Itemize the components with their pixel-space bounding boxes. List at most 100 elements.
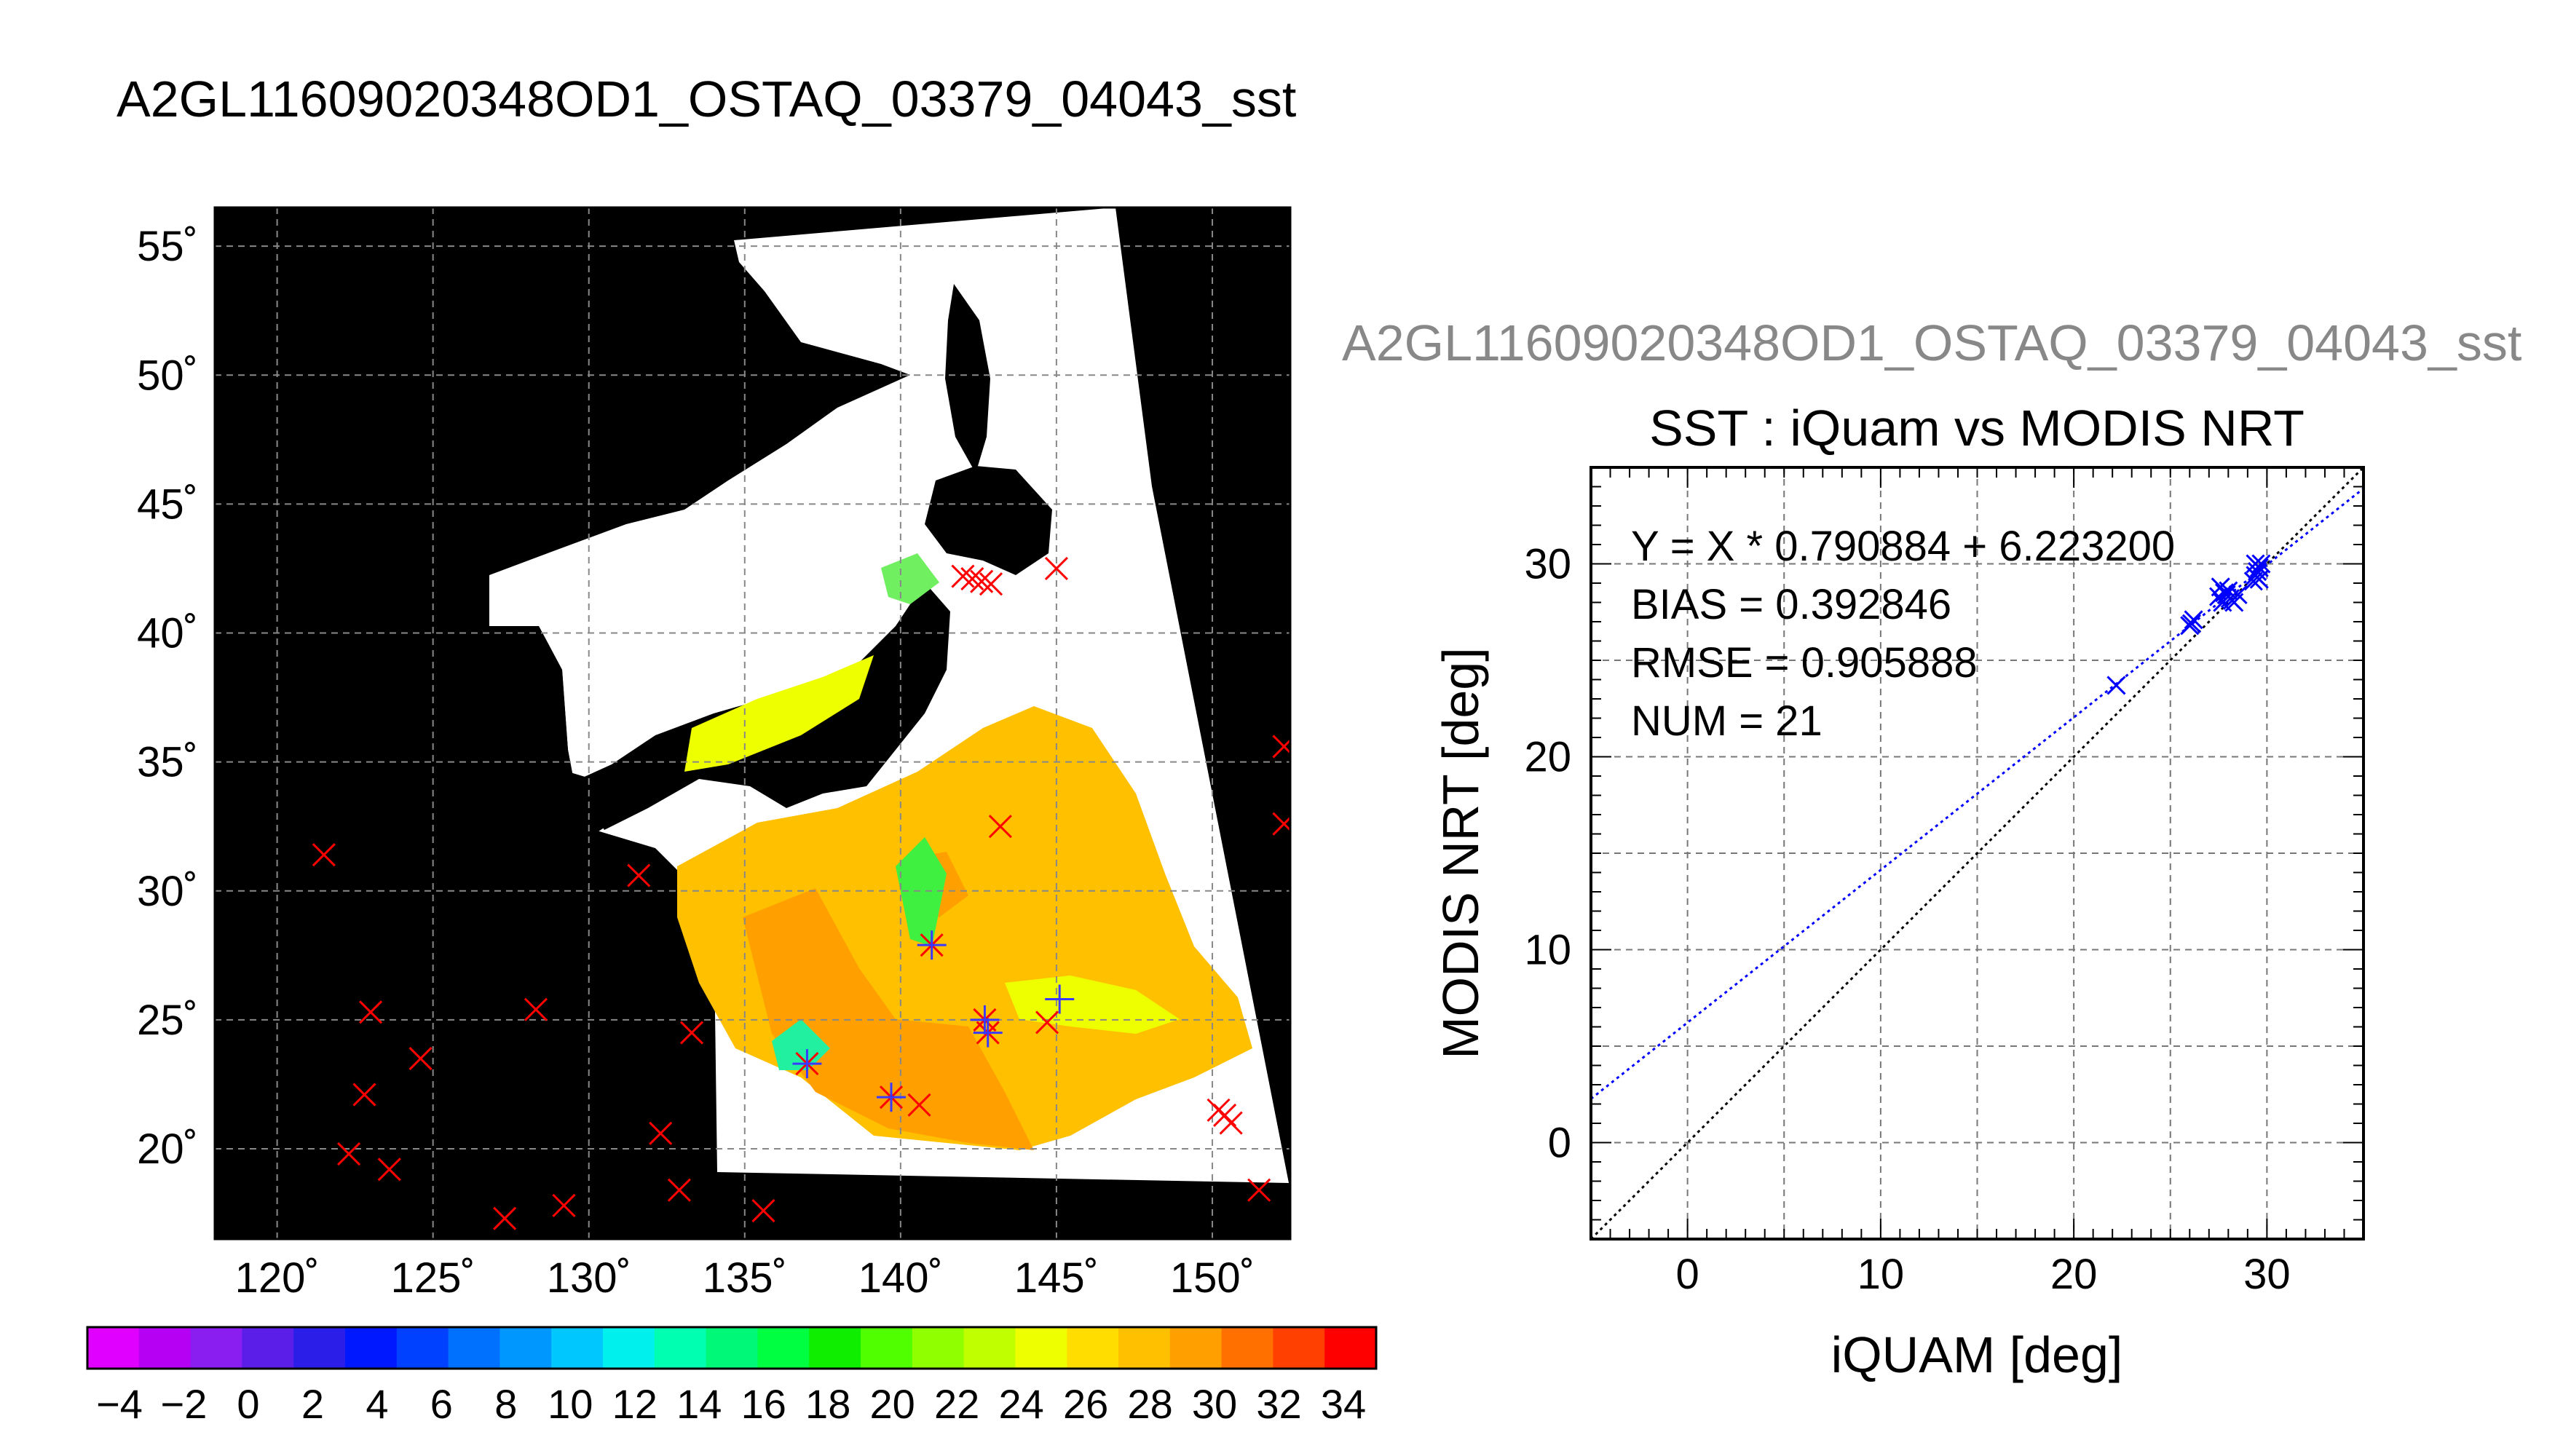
latitude-tick-label: 45˚ [137,480,198,528]
map-modis-marker [917,930,947,960]
longitude-tick-label: 135˚ [703,1254,787,1302]
map-modis-marker [973,1018,1003,1048]
land-hokkaido [925,466,1052,575]
map-matchup-marker [1044,556,1068,581]
longitude-tick-label: 125˚ [391,1254,475,1302]
colorbar-tick-labels: −4 −2 0 2 4 6 8 10 12 14 16 18 20 22 24 26 28 30 32 34 [96,1381,1366,1427]
scatter-y-tick-label: 10 [1524,927,1571,974]
map-matchup-marker [988,815,1012,839]
colorbar-cell [963,1327,1016,1369]
colorbar-tick-label: 16 [741,1381,786,1427]
scatter-point [2219,581,2238,601]
sst-region-green [896,837,947,946]
map-matchup-marker [1247,1178,1271,1202]
map-grid [215,207,1290,1239]
land-mainland-coast [489,626,583,830]
map-matchup-marker [493,1206,517,1230]
colorbar-cells [87,1327,1377,1369]
scatter-point [2246,554,2265,574]
map-matchup-marker [337,1142,361,1166]
colorbar-tick-label: 10 [548,1381,593,1427]
map-matchup-marker [951,564,975,588]
map-matchup-marker [1035,1010,1059,1034]
longitude-tick-label: 145˚ [1014,1254,1099,1302]
colorbar-tick-label: 0 [237,1381,259,1427]
colorbar-cell [396,1327,449,1369]
map-matchup-marker [751,1198,775,1223]
colorbar-cell [706,1327,758,1369]
map-latitude-labels: 55˚ 50˚ 45˚ 40˚ 35˚ 30˚ 25˚ 20˚ [137,223,198,1173]
longitude-tick-label: 140˚ [858,1254,943,1302]
colorbar-cell [242,1327,294,1369]
colorbar-cell [87,1327,140,1369]
colorbar-frame [86,1326,1378,1370]
colorbar-tick-label: 6 [430,1381,453,1427]
map-matchup-marker [907,1093,931,1117]
sst-map: 55˚ 50˚ 45˚ 40˚ 35˚ 30˚ 25˚ 20˚ 120˚ 125˚ 130˚ 135… [137,206,1292,1302]
scatter-point [2243,571,2263,591]
map-matchup-marker [552,1193,576,1218]
map-matchup-marker [1272,812,1290,836]
map-matchup-marker [524,997,548,1021]
colorbar-cell [1015,1327,1067,1369]
scatter-x-tick-labels: 0 10 20 30 [1675,1251,2290,1298]
stats-rmse: RMSE = 0.905888 [1631,639,1978,687]
colorbar-tick-label: 22 [934,1381,979,1427]
colorbar-cell [293,1327,346,1369]
scatter-point [2249,569,2269,589]
colorbar-cell [448,1327,500,1369]
sst-region-green-north [881,553,939,604]
sst-colorbar: −4 −2 0 2 4 6 8 10 12 14 16 18 20 22 24 26 28 30 32 34 [86,1326,1378,1427]
figure-title: A2GL11609020348OD1_OSTAQ_03379_04043_sst [117,71,1296,127]
scatter-point [2216,585,2236,604]
colorbar-tick-label: 32 [1256,1381,1301,1427]
longitude-tick-label: 120˚ [235,1254,320,1302]
scatter-point [2106,676,2126,695]
stats-num: NUM = 21 [1631,697,1823,745]
colorbar-cell [603,1327,655,1369]
map-matchup-marker [679,1021,704,1045]
map-matchup-marker [960,567,984,591]
identity-line [1591,467,2364,1239]
colorbar-cell [551,1327,604,1369]
colorbar-tick-label: 34 [1321,1381,1366,1427]
map-matchup-marker [1219,1111,1243,1135]
colorbar-cell [861,1327,913,1369]
scatter-minor-ticks [1590,467,2364,1240]
colorbar-tick-label: 30 [1192,1381,1237,1427]
map-matchup-marker [627,863,651,887]
colorbar-cell [809,1327,861,1369]
scatter-super-title: A2GL11609020348OD1_OSTAQ_03379_04043_sst [1342,314,2522,371]
map-matchup-marker [667,1178,691,1202]
colorbar-cell [190,1327,242,1369]
longitude-tick-label: 130˚ [547,1254,631,1302]
colorbar-tick-label: 8 [494,1381,517,1427]
latitude-tick-label: 35˚ [137,739,198,786]
colorbar-cell [654,1327,707,1369]
map-matchup-markers [312,556,1290,1230]
scatter-title: SST : iQuam vs MODIS NRT [1649,400,2305,456]
map-matchup-marker [377,1158,401,1182]
scatter-point [2181,614,2201,633]
map-matchup-marker [408,1046,433,1071]
map-matchup-marker [970,569,994,593]
latitude-tick-label: 20˚ [137,1125,198,1173]
scatter-points [2106,554,2271,695]
map-modis-markers [792,930,1075,1112]
latitude-tick-label: 55˚ [137,223,198,270]
scatter-point [2248,562,2267,582]
scatter-point [2184,610,2203,630]
colorbar-tick-label: 14 [676,1381,722,1427]
colorbar-cell [138,1327,191,1369]
map-matchup-marker [1272,735,1290,759]
map-matchup-marker [358,1000,383,1024]
colorbar-cell [912,1327,965,1369]
colorbar-cell [1221,1327,1273,1369]
colorbar-cell [1067,1327,1119,1369]
sst-region-cyan [772,1019,830,1070]
sst-region-hot [743,888,1034,1150]
colorbar-tick-label: 12 [612,1381,657,1427]
scatter-x-tick-label: 20 [2050,1251,2098,1298]
scatter-x-tick-label: 10 [1857,1251,1905,1298]
